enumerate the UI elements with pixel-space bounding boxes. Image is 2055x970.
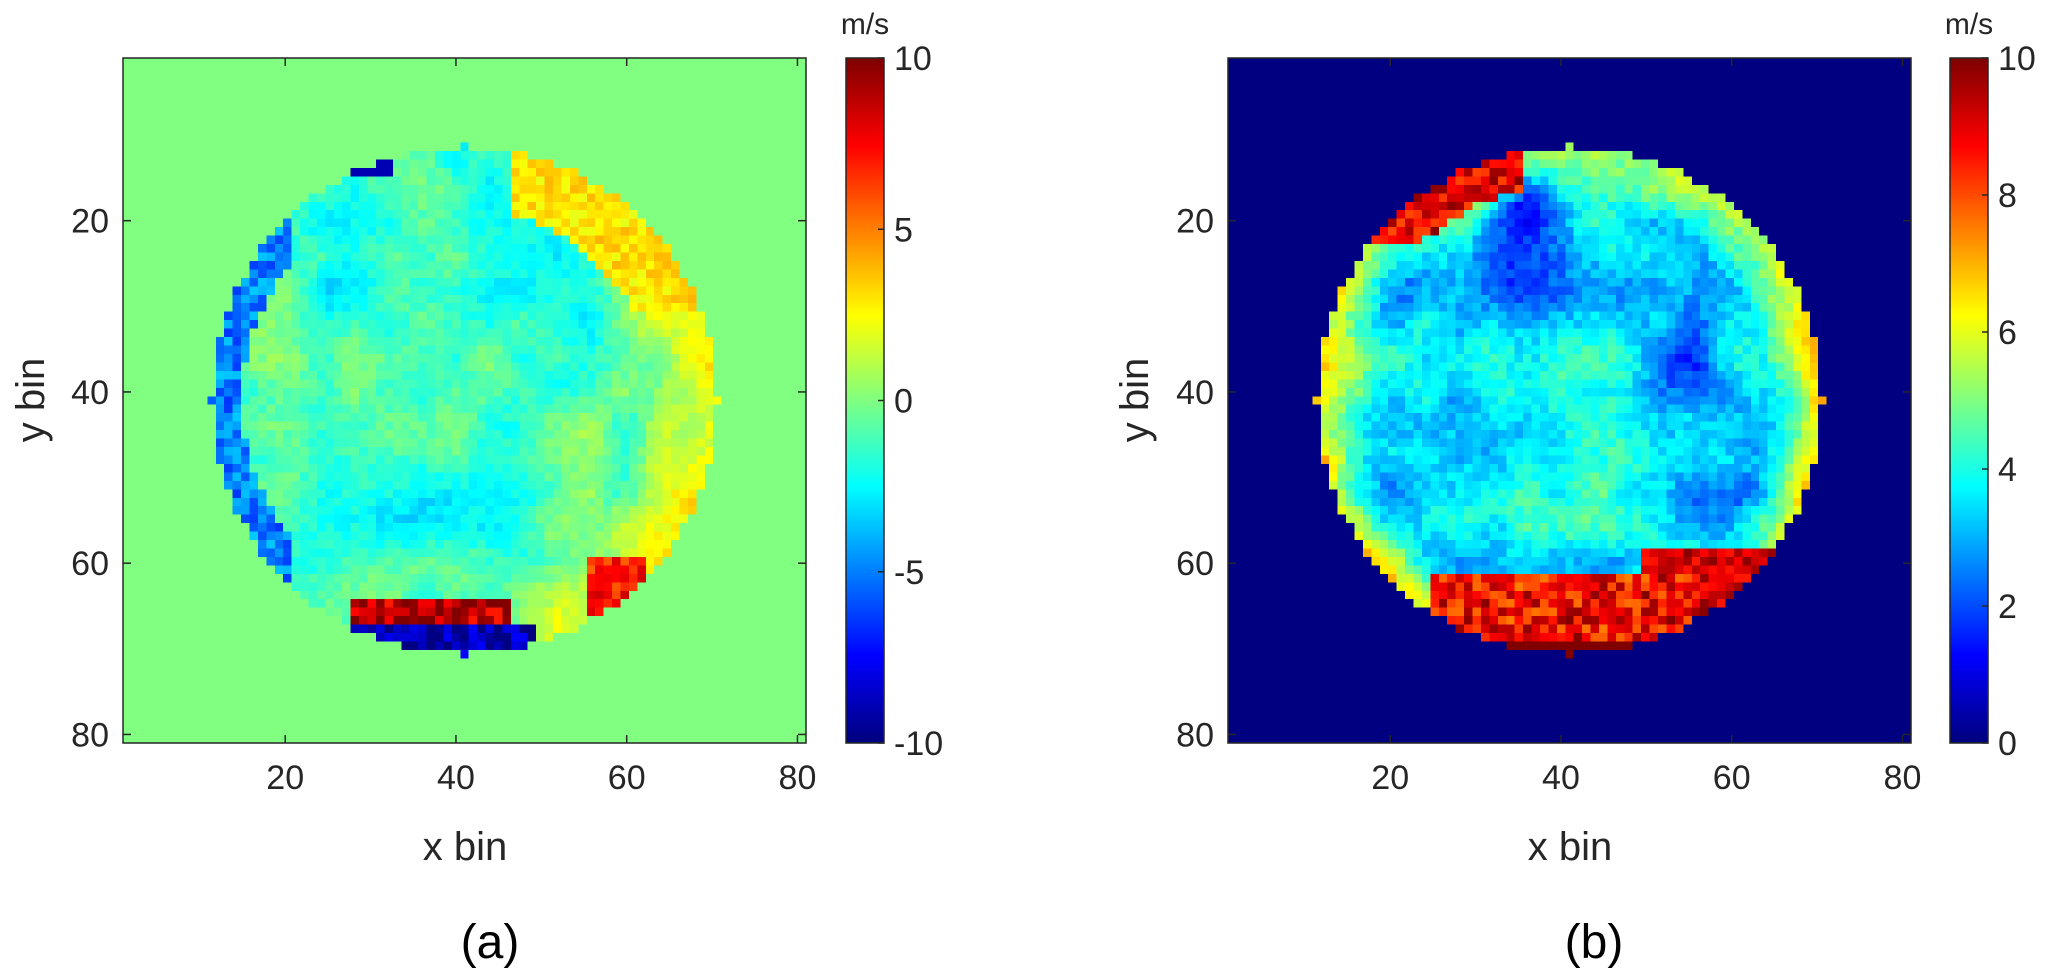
plot-a-colorbar-tick-label: -5 xyxy=(894,554,924,592)
plot-a-colorbar-tick-label: 0 xyxy=(894,383,913,421)
plot-a-xlabel: x bin xyxy=(423,825,508,869)
plot-b-xtick-label: 80 xyxy=(1884,759,1922,797)
heatmap-b-image xyxy=(1228,58,1911,743)
plot-a-xtick-label: 20 xyxy=(266,759,304,797)
panel-b-caption: (b) xyxy=(1565,916,1624,969)
colorbar-a-ticks: 10 5 0 -5 -10 xyxy=(878,40,943,763)
plot-b-ytick-label: 80 xyxy=(1176,716,1214,754)
plot-b-ticks: 20 40 60 80 20 40 60 80 xyxy=(1176,58,1921,797)
plot-b-frame xyxy=(1227,57,1912,744)
plot-b-xtick-label: 40 xyxy=(1542,759,1580,797)
plot-a-frame xyxy=(122,57,807,744)
colorbar-b-ticks: 10 8 6 4 2 0 xyxy=(1982,40,2036,763)
plot-a-ticks: 20 40 60 80 20 40 60 80 xyxy=(71,58,816,797)
plot-a-colorbar-tick-label: 5 xyxy=(894,211,913,249)
plot-b-colorbar-tick-label: 10 xyxy=(1998,40,2036,78)
plot-a-ylabel: y bin xyxy=(9,358,53,443)
plot-a-colorbar-tick-label: -10 xyxy=(894,725,943,763)
heatmap-a-image xyxy=(123,58,806,743)
plot-b-colorbar-tick-label: 4 xyxy=(1998,451,2017,489)
plot-a-xtick-label: 40 xyxy=(437,759,475,797)
plot-b-xtick-label: 60 xyxy=(1713,759,1751,797)
plot-b-ytick-label: 20 xyxy=(1176,203,1214,241)
plot-b-colorbar-tick-label: 6 xyxy=(1998,314,2017,352)
plot-a-xtick-label: 80 xyxy=(779,759,817,797)
plot-a-xtick-label: 60 xyxy=(608,759,646,797)
plot-b-xlabel: x bin xyxy=(1528,825,1613,869)
plot-b-colorbar-tick-label: 0 xyxy=(1998,725,2017,763)
plot-b-colorbar-tick-label: 8 xyxy=(1998,177,2017,215)
plot-b-ytick-label: 60 xyxy=(1176,545,1214,583)
plot-b-xtick-label: 20 xyxy=(1371,759,1409,797)
colorbar-b-frame xyxy=(1949,57,1989,744)
plot-a-ytick-label: 20 xyxy=(71,203,109,241)
colorbar-b-unit: m/s xyxy=(1945,8,1993,41)
plot-a-colorbar-tick-label: 10 xyxy=(894,40,932,78)
panel-a-caption: (a) xyxy=(461,916,520,969)
plot-b-ylabel: y bin xyxy=(1113,358,1157,443)
plot-a-ytick-label: 80 xyxy=(71,716,109,754)
plot-b-ytick-label: 40 xyxy=(1176,374,1214,412)
colorbar-b-image xyxy=(1950,58,1988,743)
plot-b-colorbar-tick-label: 2 xyxy=(1998,588,2017,626)
plot-a-ytick-label: 40 xyxy=(71,374,109,412)
plot-a-ytick-label: 60 xyxy=(71,545,109,583)
colorbar-a-image xyxy=(846,58,884,743)
colorbar-a-unit: m/s xyxy=(841,8,889,41)
panel-a: 20 40 60 80 20 40 60 80 x bin y bin 10 5 0 -5 -10 m… xyxy=(9,8,943,969)
